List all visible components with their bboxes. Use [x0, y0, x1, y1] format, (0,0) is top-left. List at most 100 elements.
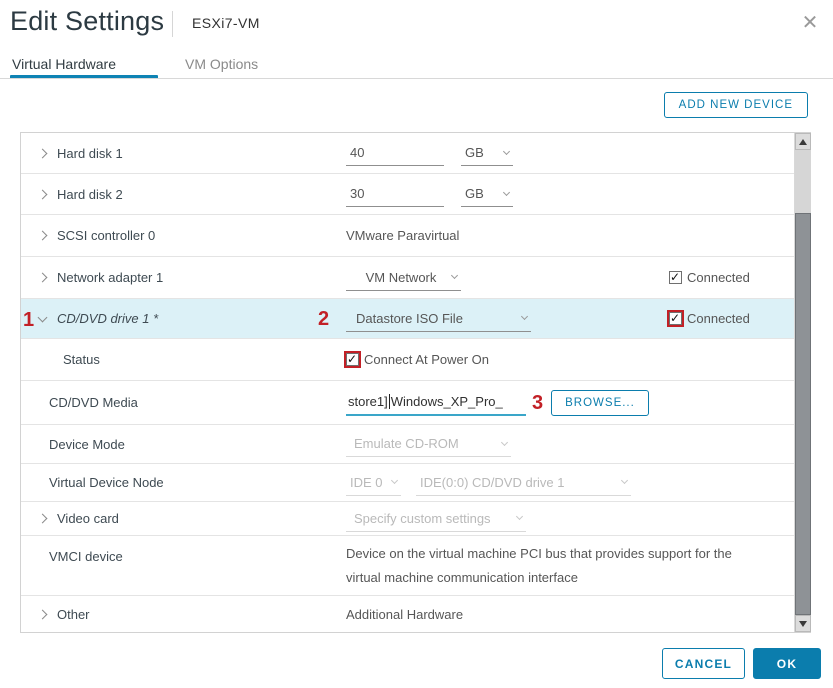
video-card-value: Specify custom settings: [354, 510, 491, 526]
scroll-down-icon: [799, 621, 807, 627]
device-mode-value: Emulate CD-ROM: [354, 436, 459, 451]
row-label: Video card: [57, 511, 119, 526]
chevron-down-icon: [502, 188, 511, 196]
active-tab-indicator: [10, 75, 158, 79]
hard-disk-1-size-value: 40: [350, 145, 365, 160]
device-node-bus-value: IDE 0: [350, 474, 383, 490]
cancel-button[interactable]: CANCEL: [662, 648, 745, 679]
table-row-cddvd-drive: 1 CD/DVD drive 1 * 2 Datastore ISO File …: [21, 299, 794, 339]
chevron-down-icon: [390, 476, 399, 485]
hard-disk-1-unit-value: GB: [465, 145, 484, 160]
cddvd-media-input[interactable]: store1] Windows_XP_Pro_: [346, 390, 526, 416]
connect-at-power-on-checkbox[interactable]: [346, 352, 359, 366]
table-row-hard-disk-1: Hard disk 1 40 GB: [21, 133, 794, 174]
cddvd-connected-checkbox[interactable]: [669, 311, 682, 325]
device-node-slot-select[interactable]: IDE(0:0) CD/DVD drive 1: [416, 470, 631, 496]
vertical-scrollbar[interactable]: [794, 133, 811, 632]
row-label: CD/DVD Media: [49, 395, 138, 410]
vmci-description: Device on the virtual machine PCI bus th…: [346, 542, 732, 590]
chevron-down-icon: [520, 312, 529, 321]
row-label: SCSI controller 0: [57, 228, 156, 243]
row-label: Virtual Device Node: [49, 475, 164, 490]
chevron-down-icon: [502, 147, 511, 155]
browse-button[interactable]: BROWSE...: [551, 389, 649, 416]
chevron-right-icon[interactable]: [37, 609, 48, 619]
table-row-other: Other Additional Hardware: [21, 596, 794, 632]
hard-disk-2-size-input[interactable]: 30: [346, 181, 444, 207]
annotation-3: 3: [532, 391, 544, 414]
vm-name: ESXi7-VM: [192, 15, 260, 31]
device-node-slot-value: IDE(0:0) CD/DVD drive 1: [420, 474, 565, 490]
chevron-right-icon[interactable]: [37, 189, 48, 199]
chevron-right-icon[interactable]: [37, 148, 48, 158]
chevron-down-icon: [620, 476, 629, 485]
chevron-right-icon[interactable]: [37, 230, 48, 241]
chevron-down-icon[interactable]: [37, 312, 48, 322]
connect-at-power-on-wrap: Connect At Power On: [346, 352, 489, 367]
row-label: Status: [63, 352, 100, 367]
row-label: Other: [57, 606, 90, 622]
row-label: Hard disk 2: [57, 186, 123, 202]
annotation-1: 1: [23, 309, 35, 331]
network-select[interactable]: VM Network: [346, 265, 461, 291]
video-card-select[interactable]: Specify custom settings: [346, 506, 526, 532]
network-connected-label: Connected: [687, 270, 750, 285]
row-label: VMCI device: [49, 549, 123, 564]
table-row-vmci-device: VMCI device Device on the virtual machin…: [21, 536, 794, 596]
scrollbar-thumb[interactable]: [795, 213, 811, 615]
cddvd-connected-label: Connected: [687, 311, 750, 326]
hardware-table: Hard disk 1 40 GB Hard disk 2 30: [20, 132, 811, 633]
ok-button[interactable]: OK: [753, 648, 821, 679]
hard-disk-1-unit-select[interactable]: GB: [461, 140, 513, 166]
tabs-divider: [0, 78, 833, 79]
chevron-down-icon: [515, 512, 524, 521]
hard-disk-2-size-value: 30: [350, 186, 365, 201]
table-row-device-mode: Device Mode Emulate CD-ROM: [21, 425, 794, 464]
tab-vm-options[interactable]: VM Options: [185, 56, 259, 72]
table-row-scsi-controller: SCSI controller 0 VMware Paravirtual: [21, 215, 794, 257]
hard-disk-2-unit-value: GB: [465, 186, 484, 201]
table-row-hard-disk-2: Hard disk 2 30 GB: [21, 174, 794, 215]
cddvd-connected-checkbox-wrap: Connected: [669, 311, 750, 326]
annotation-2: 2: [318, 308, 330, 330]
scroll-down-button[interactable]: [795, 615, 811, 632]
row-label: Device Mode: [49, 436, 125, 452]
row-label: Hard disk 1: [57, 145, 123, 161]
chevron-right-icon[interactable]: [37, 272, 48, 283]
scrollbar-track[interactable]: [795, 150, 811, 213]
device-mode-select[interactable]: Emulate CD-ROM: [346, 431, 511, 457]
text-cursor: [388, 394, 390, 409]
cddvd-source-select[interactable]: Datastore ISO File: [346, 306, 531, 332]
chevron-right-icon[interactable]: [37, 513, 48, 524]
device-node-bus-select[interactable]: IDE 0: [346, 470, 401, 496]
table-row-status: Status Connect At Power On: [21, 339, 794, 381]
network-connected-checkbox[interactable]: [669, 270, 682, 284]
network-connected-checkbox-wrap: Connected: [669, 270, 750, 285]
connect-at-power-on-label: Connect At Power On: [364, 352, 490, 367]
row-label: CD/DVD drive 1 *: [57, 311, 159, 326]
scroll-up-button[interactable]: [795, 133, 811, 150]
media-input-text-left: store1]: [348, 394, 388, 409]
hard-disk-1-size-input[interactable]: 40: [346, 140, 444, 166]
tab-virtual-hardware[interactable]: Virtual Hardware: [12, 56, 117, 72]
scsi-controller-type: VMware Paravirtual: [346, 228, 460, 243]
media-input-text-right: Windows_XP_Pro_: [390, 394, 503, 409]
scroll-up-icon: [799, 139, 807, 145]
table-row-network-adapter: Network adapter 1 VM Network Connected: [21, 257, 794, 299]
chevron-down-icon: [450, 271, 459, 280]
chevron-down-icon: [500, 438, 509, 446]
add-new-device-button[interactable]: ADD NEW DEVICE: [663, 92, 808, 118]
row-label: Network adapter 1: [57, 270, 164, 285]
table-row-video-card: Video card Specify custom settings: [21, 502, 794, 536]
vmci-description-line1: Device on the virtual machine PCI bus th…: [346, 545, 732, 561]
hard-disk-2-unit-select[interactable]: GB: [461, 181, 513, 207]
close-icon[interactable]: ✕: [801, 12, 819, 34]
title-divider: [172, 11, 173, 37]
table-row-cddvd-media: CD/DVD Media store1] Windows_XP_Pro_ 3 B…: [21, 381, 794, 425]
other-value: Additional Hardware: [346, 606, 464, 622]
network-select-value: VM Network: [365, 269, 437, 285]
dialog-title: Edit Settings: [10, 6, 165, 36]
vmci-description-line2: virtual machine communication interface: [346, 569, 578, 585]
table-row-virtual-device-node: Virtual Device Node IDE 0 IDE(0:0) CD/DV…: [21, 464, 794, 502]
